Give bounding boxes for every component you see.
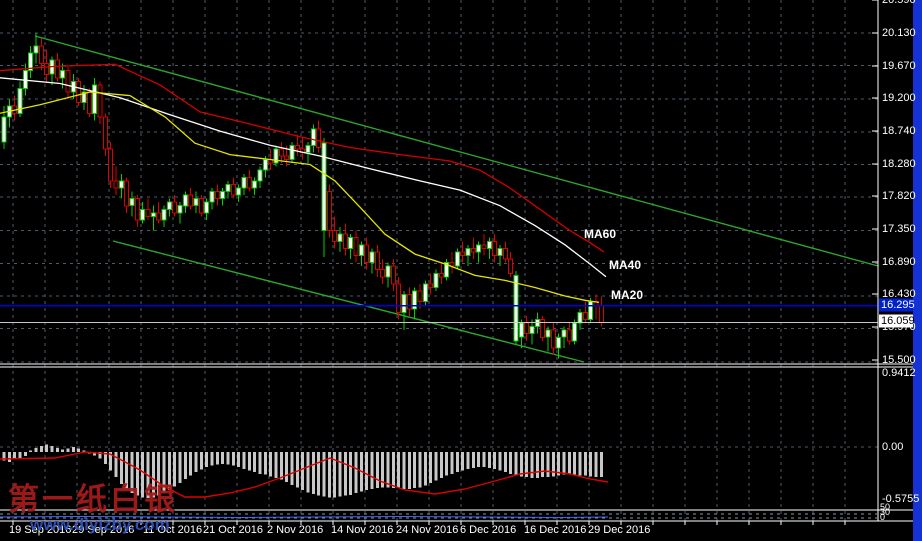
date-label: 2 Nov 2016 [267,524,323,536]
indicator-axis-label: -0.5755 [882,493,919,505]
price-label: 16.430 [882,288,916,300]
macd-signal-line [0,451,609,498]
date-label: 24 Nov 2016 [396,524,458,536]
price-axis: 20.590 20.130 19.670 19.200 18.740 18.280 17.8… [872,0,919,505]
sub-panel [0,513,878,519]
date-label: 19 Sep 2016 [9,524,71,536]
ma20-line [0,91,600,304]
date-label: 14 Nov 2016 [331,524,393,536]
date-label: 29 Sep 2016 [72,524,134,536]
price-label: 20.130 [882,27,916,39]
price-label: 18.280 [882,158,916,170]
sub-axis-label: 50 [880,502,890,512]
ma40-line [0,77,607,278]
price-label: 15.500 [882,354,916,366]
channel-lower [112,240,585,363]
ma-labels: MA60 MA40 MA20 [584,227,643,302]
price-label: 17.820 [882,190,916,202]
time-axis: 19 Sep 2016 29 Sep 2016 11 Oct 2016 21 Oct … [9,521,846,536]
price-label: 18.740 [882,125,916,137]
panel-separators[interactable] [0,363,913,522]
ma20-label: MA20 [611,288,643,302]
date-label: 16 Dec 2016 [524,524,586,536]
price-label: 16.890 [882,256,916,268]
price-label: 19.200 [882,92,916,104]
trend-channel[interactable] [34,35,879,363]
ma60-label: MA60 [584,227,616,241]
channel-upper [34,35,879,267]
date-label: 11 Oct 2016 [143,524,202,536]
date-label: 21 Oct 2016 [203,524,263,536]
ma60-line [0,63,605,253]
sub-axis-label: 0 [880,512,885,522]
indicator-axis-label: 0.00 [882,441,903,453]
price-tag-label: 16.059 [881,315,915,327]
sub-indicator-line [0,515,609,519]
sub-axis-label: 30 [880,507,890,517]
date-label: 6 Dec 2016 [460,524,516,536]
date-label: 29 Dec 2016 [588,524,650,536]
price-label: 20.590 [882,0,916,6]
price-label: 19.670 [882,60,916,72]
price-tag-label: 16.295 [881,299,915,311]
ma40-label: MA40 [609,258,641,272]
price-label: 17.350 [882,223,916,235]
price-tag [879,314,913,328]
indicator-axis-label: 0.9412 [882,367,916,379]
window-edge-strip [913,0,922,541]
price-tag [879,298,913,312]
